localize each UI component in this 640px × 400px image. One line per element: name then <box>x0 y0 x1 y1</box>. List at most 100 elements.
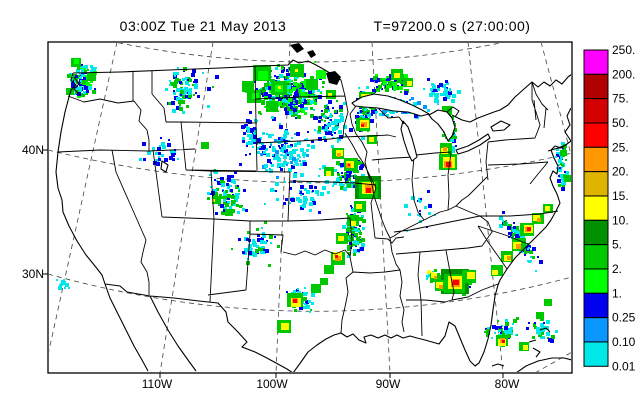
precip-pixel <box>288 98 292 102</box>
precip-pixel <box>291 104 294 107</box>
storm-cell-layer <box>523 345 528 350</box>
precip-pixel <box>343 187 347 191</box>
precip-pixel <box>439 83 443 87</box>
state-lines-path <box>57 65 559 337</box>
precip-pixel <box>558 175 560 177</box>
precip-pixel <box>497 320 499 322</box>
precip-pixel <box>266 153 270 157</box>
precip-pixel <box>227 175 231 179</box>
precip-pixel <box>502 220 504 222</box>
precip-pixel <box>75 75 78 78</box>
precip-pixel <box>452 94 456 98</box>
precip-pixel <box>404 204 408 208</box>
precip-pixel <box>237 185 239 187</box>
legend-value-label: 1. <box>612 286 622 300</box>
precip-storm-cells-layer <box>66 58 571 351</box>
precip-pixel <box>361 243 365 247</box>
precip-pixel <box>337 119 341 123</box>
precip-pixel <box>375 109 377 111</box>
legend-value-label: 200. <box>612 67 635 81</box>
precip-pixel <box>77 67 80 70</box>
plot-frame <box>47 41 573 374</box>
precip-pixel <box>275 67 278 70</box>
precip-pixel <box>515 231 518 234</box>
lon-label-80w: 80W <box>495 377 520 391</box>
precip-pixel <box>309 185 313 189</box>
precip-pixel <box>258 247 260 249</box>
precip-pixel <box>223 199 226 202</box>
parallel-25n <box>535 352 571 372</box>
precip-pixel <box>256 228 259 231</box>
precip-pixel <box>517 236 520 239</box>
precip-pixel <box>445 80 448 83</box>
precip-pixel <box>539 260 543 264</box>
precip-pixel <box>242 137 245 140</box>
precip-pixel <box>263 90 265 92</box>
precip-pixel <box>324 128 328 132</box>
precip-pixel <box>82 80 86 84</box>
precip-pixel <box>265 148 268 151</box>
precip-pixel <box>428 212 431 215</box>
precip-pixel <box>389 110 392 113</box>
precip-pixel <box>353 170 356 173</box>
precip-pixel <box>143 158 146 161</box>
precip-pixel <box>413 102 417 106</box>
storm-cell-layer <box>492 270 498 275</box>
precip-pixel <box>304 85 307 88</box>
precip-pixel <box>486 329 489 332</box>
precip-pixel <box>414 114 418 118</box>
precip-pixel <box>445 88 447 90</box>
map-plot-area <box>49 43 571 372</box>
precip-pixel <box>227 186 230 189</box>
precip-pixel <box>449 90 451 92</box>
precip-pixel <box>358 228 360 230</box>
precip-pixel <box>443 97 447 101</box>
precip-pixel <box>79 73 81 75</box>
precip-pixel <box>89 84 92 87</box>
precip-pixel <box>239 163 242 166</box>
precip-pixel <box>295 114 297 116</box>
precip-pixel <box>306 190 310 194</box>
precip-pixel <box>278 137 281 140</box>
precip-pixel <box>271 116 274 119</box>
precip-pixel <box>524 251 527 254</box>
precip-pixel <box>551 335 555 339</box>
precip-pixel <box>253 80 256 83</box>
legend-color-swatch <box>583 341 609 367</box>
precip-pixel <box>342 225 346 229</box>
precip-pixel <box>442 134 445 137</box>
precip-pixel <box>56 279 58 281</box>
precip-pixel <box>264 241 267 244</box>
precip-pixel <box>354 233 357 236</box>
precip-pixel <box>287 107 291 111</box>
precip-pixel <box>94 88 96 90</box>
precip-pixel <box>314 129 316 131</box>
precip-pixel <box>430 88 433 91</box>
storm-cell-layer <box>225 209 233 216</box>
storm-cell-layer <box>560 150 567 156</box>
precip-pixel <box>343 184 345 186</box>
storm-cell-layer <box>443 147 447 151</box>
precip-pixel <box>365 115 368 118</box>
precip-pixel <box>238 193 240 195</box>
precip-pixel <box>294 83 297 86</box>
precip-pixel <box>68 287 70 289</box>
precip-pixel <box>325 117 327 119</box>
precip-pixel <box>194 85 198 89</box>
precip-pixel <box>428 204 432 208</box>
precip-pixel <box>411 97 414 100</box>
precip-pixel <box>274 148 276 150</box>
precip-pixel <box>305 92 307 94</box>
precip-pixel <box>164 158 168 162</box>
precip-pixel <box>281 144 284 147</box>
precip-pixel <box>81 74 84 77</box>
storm-cell-layer <box>326 171 331 176</box>
precip-pixel <box>81 70 84 73</box>
legend-value-label: 25. <box>612 140 629 154</box>
precip-pixel <box>265 169 268 172</box>
precip-pixel <box>303 200 307 204</box>
precip-pixel <box>286 73 290 77</box>
precip-pixel <box>359 236 361 238</box>
legend-color-swatch <box>583 49 609 75</box>
